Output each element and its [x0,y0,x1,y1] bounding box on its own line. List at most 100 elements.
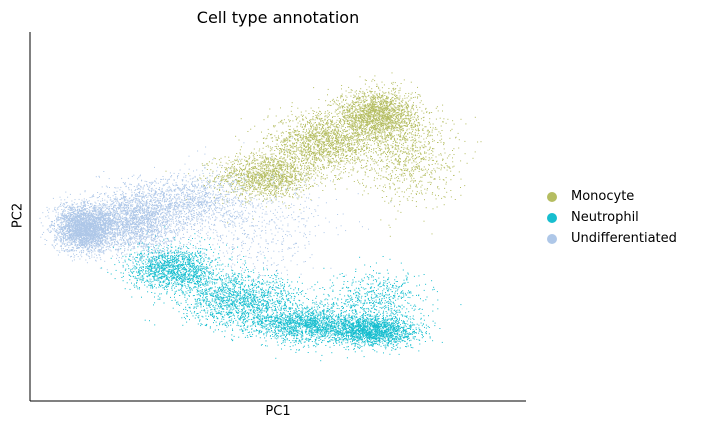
scatter-point [370,116,371,117]
scatter-point [266,185,267,186]
scatter-point [278,172,279,173]
scatter-point [284,157,285,158]
scatter-point [342,148,343,149]
scatter-point [418,122,419,123]
scatter-point [299,133,300,134]
scatter-point [255,177,256,178]
scatter-point [392,100,393,101]
scatter-point [349,141,350,142]
scatter-point [371,125,372,126]
scatter-point [247,186,248,187]
scatter-point [338,149,339,150]
scatter-point [297,108,298,109]
scatter-point [274,189,275,190]
scatter-point [315,122,316,123]
scatter-point [281,175,282,176]
scatter-point [294,183,295,184]
scatter-point [330,147,331,148]
scatter-point [336,144,337,145]
scatter-point [417,117,418,118]
scatter-point [321,129,322,130]
scatter-point [302,120,303,121]
scatter-point [369,112,370,113]
scatter-point [276,176,277,177]
scatter-point [242,182,243,183]
scatter-point [270,148,271,149]
scatter-point [363,150,364,151]
scatter-point [363,98,364,99]
scatter-point [291,164,292,165]
scatter-point [251,163,252,164]
scatter-point [353,106,354,107]
scatter-point [260,193,261,194]
scatter-point [380,104,381,105]
scatter-point [304,145,305,146]
scatter-point [311,151,312,152]
scatter-point [259,178,260,179]
scatter-point [278,161,279,162]
scatter-point [267,117,268,118]
scatter-point [347,143,348,144]
scatter-point [305,152,306,153]
scatter-point [234,163,235,164]
scatter-point [360,151,361,152]
scatter-point [294,161,295,162]
scatter-point [355,107,356,108]
scatter-point [280,107,281,108]
scatter-point [362,148,363,149]
scatter-point [383,93,384,94]
scatter-point [394,129,395,130]
scatter-point [333,165,334,166]
scatter-point [343,137,344,138]
scatter-point [353,128,354,129]
scatter-point [322,154,323,155]
scatter-point [318,115,319,116]
scatter-point [223,185,224,186]
scatter-point [271,185,272,186]
scatter-point [401,101,402,102]
scatter-point [302,165,303,166]
scatter-point [325,133,326,134]
scatter-point [318,107,319,108]
scatter-point [390,121,391,122]
scatter-point [289,140,290,141]
scatter-point [417,87,418,88]
scatter-point [381,97,382,98]
scatter-point [289,121,290,122]
scatter-point [328,119,329,120]
scatter-point [417,98,418,99]
scatter-point [330,125,331,126]
scatter-point [328,148,329,149]
scatter-point [286,122,287,123]
scatter-point [387,103,388,104]
scatter-point [354,158,355,159]
scatter-point [395,96,396,97]
scatter-point [378,138,379,139]
scatter-point [289,184,290,185]
scatter-point [384,105,385,106]
scatter-point [330,123,331,124]
scatter-point [294,185,295,186]
scatter-point [332,145,333,146]
scatter-point [268,145,269,146]
scatter-point [367,104,368,105]
scatter-point [382,141,383,142]
scatter-point [303,119,304,120]
scatter-point [228,175,229,176]
scatter-point [333,99,334,100]
scatter-point [336,138,337,139]
scatter-point [363,143,364,144]
scatter-point [242,194,243,195]
scatter-point [243,177,244,178]
scatter-point [302,180,303,181]
scatter-point [276,170,277,171]
scatter-point [308,149,309,150]
scatter-point [412,107,413,108]
scatter-point [348,134,349,135]
scatter-point [290,134,291,135]
scatter-point [320,125,321,126]
scatter-point [260,189,261,190]
scatter-point [245,161,246,162]
scatter-point [258,165,259,166]
scatter-point [245,180,246,181]
